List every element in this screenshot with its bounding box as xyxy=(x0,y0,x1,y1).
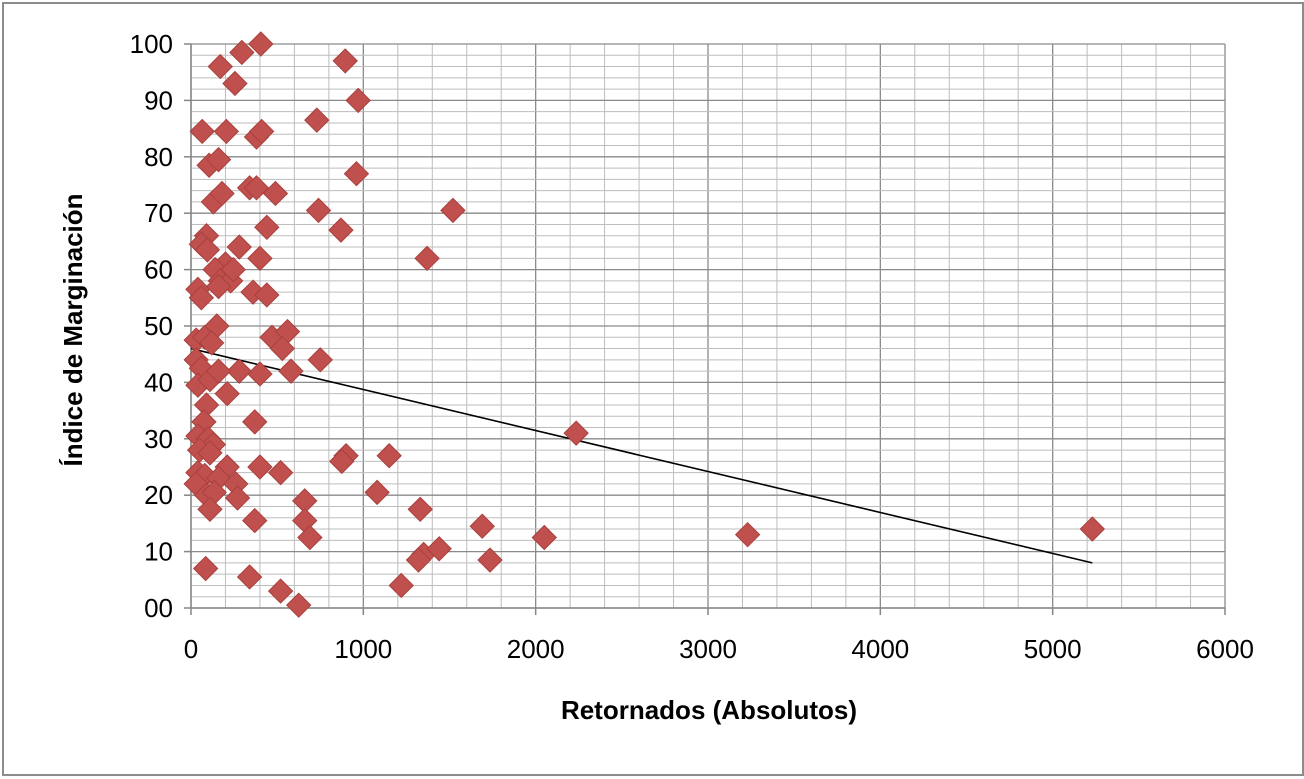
data-point xyxy=(305,197,332,224)
data-point xyxy=(1079,516,1106,542)
data-point xyxy=(222,70,248,97)
x-tick-label: 2000 xyxy=(507,634,565,664)
data-point xyxy=(194,237,221,263)
x-tick-label: 0 xyxy=(184,634,198,664)
data-point xyxy=(376,443,402,469)
data-point xyxy=(213,118,240,145)
y-tick-label: 80 xyxy=(144,142,173,172)
data-point xyxy=(188,285,215,311)
data-point xyxy=(220,256,246,283)
data-point xyxy=(304,107,330,133)
y-axis-title: Índice de Marginación xyxy=(58,193,88,466)
data-point xyxy=(278,358,304,384)
data-point xyxy=(734,521,761,548)
data-point xyxy=(229,39,255,66)
data-point xyxy=(388,572,414,599)
y-tick-label: 50 xyxy=(144,311,173,341)
axis-layer xyxy=(184,43,1226,615)
data-point xyxy=(269,335,296,362)
data-point xyxy=(343,161,370,187)
y-tick-label: 20 xyxy=(144,480,173,510)
y-tick-label: 00 xyxy=(144,593,173,623)
data-point xyxy=(563,420,589,446)
y-tick-label: 30 xyxy=(144,424,173,454)
data-point xyxy=(407,496,433,523)
data-point xyxy=(243,175,270,201)
y-tick-label: 90 xyxy=(144,85,173,115)
data-point xyxy=(205,146,232,173)
data-point xyxy=(197,440,223,466)
data-point xyxy=(198,330,225,356)
x-tick-label: 5000 xyxy=(1024,634,1082,664)
data-point xyxy=(224,485,251,511)
data-point xyxy=(477,547,503,573)
data-point xyxy=(328,217,354,243)
data-point xyxy=(242,507,268,534)
data-point xyxy=(248,118,275,145)
data-point xyxy=(248,31,274,57)
y-tick-label: 100 xyxy=(130,29,173,59)
data-point xyxy=(267,459,294,486)
data-point xyxy=(297,524,323,551)
data-point xyxy=(332,48,358,74)
data-point xyxy=(226,234,252,260)
data-point xyxy=(189,118,215,145)
data-point xyxy=(469,513,495,539)
data-point xyxy=(307,347,333,373)
data-point xyxy=(197,496,223,523)
x-tick-label: 3000 xyxy=(679,634,737,664)
x-tick-label: 4000 xyxy=(851,634,909,664)
data-point xyxy=(209,180,235,207)
data-point xyxy=(405,547,432,573)
y-tick-label: 70 xyxy=(144,198,173,228)
data-point xyxy=(286,592,312,618)
data-point xyxy=(267,578,294,604)
data-point xyxy=(329,448,355,475)
data-point xyxy=(242,409,268,435)
y-tick-label: 40 xyxy=(144,367,173,397)
data-point xyxy=(440,197,466,224)
data-point xyxy=(247,245,273,272)
data-point xyxy=(254,214,280,241)
data-point xyxy=(364,479,390,506)
y-tick-label: 10 xyxy=(144,537,173,567)
x-tick-label: 6000 xyxy=(1196,634,1254,664)
data-point xyxy=(236,564,263,590)
data-point xyxy=(254,282,280,308)
data-point xyxy=(345,87,371,114)
data-point xyxy=(414,245,440,272)
data-point xyxy=(262,180,289,207)
data-point xyxy=(207,53,234,80)
trendline xyxy=(190,347,1093,564)
x-tick-label: 1000 xyxy=(334,634,392,664)
data-point xyxy=(192,555,219,582)
trendline-layer xyxy=(190,347,1093,564)
data-point xyxy=(205,273,232,300)
y-tick-label: 60 xyxy=(144,255,173,285)
data-point xyxy=(226,358,252,384)
data-point xyxy=(531,524,557,551)
grid-layer xyxy=(190,43,1226,609)
data-point xyxy=(205,358,232,384)
x-axis-title: Retornados (Absolutos) xyxy=(561,695,857,725)
data-point xyxy=(426,536,452,562)
data-point xyxy=(214,380,240,407)
data-point xyxy=(247,454,273,480)
data-point xyxy=(247,361,273,387)
data-point-layer xyxy=(183,31,1106,618)
